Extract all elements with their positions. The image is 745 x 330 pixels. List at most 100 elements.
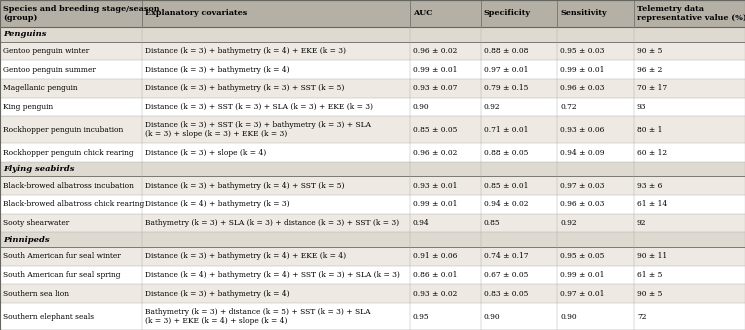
Text: Black-browed albatross chick rearing: Black-browed albatross chick rearing (3, 200, 145, 209)
Bar (0, 116, 745, 143)
Text: AUC: AUC (413, 10, 432, 17)
Text: 96 ± 2: 96 ± 2 (637, 66, 662, 74)
Text: Magellanic penguin: Magellanic penguin (3, 84, 77, 92)
Text: Gentoo penguin winter: Gentoo penguin winter (3, 47, 89, 55)
Text: 0.90: 0.90 (560, 313, 577, 320)
Text: 90 ± 5: 90 ± 5 (637, 290, 662, 298)
Text: 0.94 ± 0.02: 0.94 ± 0.02 (484, 200, 528, 209)
Text: 0.85: 0.85 (484, 219, 500, 227)
Text: 0.99 ± 0.01: 0.99 ± 0.01 (560, 271, 605, 279)
Text: 0.88 ± 0.08: 0.88 ± 0.08 (484, 47, 528, 55)
Bar (0, 42, 745, 60)
Text: 60 ± 12: 60 ± 12 (637, 148, 667, 156)
Text: 0.90: 0.90 (413, 103, 429, 111)
Text: 0.99 ± 0.01: 0.99 ± 0.01 (413, 200, 457, 209)
Text: Distance (k = 3) + bathymetry (k = 3) + SST (k = 5): Distance (k = 3) + bathymetry (k = 3) + … (145, 84, 344, 92)
Text: 0.94 ± 0.09: 0.94 ± 0.09 (560, 148, 605, 156)
Bar (0, 177, 745, 195)
Text: 0.95 ± 0.05: 0.95 ± 0.05 (560, 252, 605, 260)
Text: 72: 72 (637, 313, 647, 320)
Text: Flying seabirds: Flying seabirds (3, 165, 74, 173)
Text: Bathymetry (k = 3) + SLA (k = 3) + distance (k = 3) + SST (k = 3): Bathymetry (k = 3) + SLA (k = 3) + dista… (145, 219, 399, 227)
Text: South American fur seal winter: South American fur seal winter (3, 252, 121, 260)
Text: 0.67 ± 0.05: 0.67 ± 0.05 (484, 271, 528, 279)
Text: Distance (k = 3) + bathymetry (k = 4) + EKE (k = 3): Distance (k = 3) + bathymetry (k = 4) + … (145, 47, 346, 55)
Text: 0.72: 0.72 (560, 103, 577, 111)
Text: 0.93 ± 0.02: 0.93 ± 0.02 (413, 290, 457, 298)
Text: 0.96 ± 0.02: 0.96 ± 0.02 (413, 47, 457, 55)
Text: Distance (k = 3) + bathymetry (k = 4): Distance (k = 3) + bathymetry (k = 4) (145, 66, 289, 74)
Text: 0.88 ± 0.05: 0.88 ± 0.05 (484, 148, 528, 156)
Text: Distance (k = 3) + bathymetry (k = 4) + EKE (k = 4): Distance (k = 3) + bathymetry (k = 4) + … (145, 252, 346, 260)
Text: Pinnipeds: Pinnipeds (3, 236, 50, 244)
Text: 93 ± 6: 93 ± 6 (637, 182, 662, 190)
Text: Distance (k = 3) + bathymetry (k = 4): Distance (k = 3) + bathymetry (k = 4) (145, 290, 289, 298)
Text: Distance (k = 4) + bathymetry (k = 4) + SST (k = 3) + SLA (k = 3): Distance (k = 4) + bathymetry (k = 4) + … (145, 271, 399, 279)
Text: Gentoo penguin summer: Gentoo penguin summer (3, 66, 96, 74)
Text: 61 ± 14: 61 ± 14 (637, 200, 668, 209)
Bar (0, 143, 745, 162)
Bar (0, 284, 745, 303)
Text: 0.93 ± 0.06: 0.93 ± 0.06 (560, 126, 605, 134)
Text: 0.71 ± 0.01: 0.71 ± 0.01 (484, 126, 528, 134)
Text: 0.97 ± 0.03: 0.97 ± 0.03 (560, 182, 605, 190)
Text: Distance (k = 3) + slope (k = 4): Distance (k = 3) + slope (k = 4) (145, 148, 266, 156)
Text: 90 ± 11: 90 ± 11 (637, 252, 667, 260)
Bar (0, 303, 745, 330)
Text: 0.93 ± 0.01: 0.93 ± 0.01 (413, 182, 457, 190)
Text: Southern elephant seals: Southern elephant seals (3, 313, 94, 320)
Text: 0.96 ± 0.03: 0.96 ± 0.03 (560, 200, 605, 209)
Text: Sooty shearwater: Sooty shearwater (3, 219, 69, 227)
Text: 93: 93 (637, 103, 647, 111)
Text: 0.97 ± 0.01: 0.97 ± 0.01 (484, 66, 528, 74)
Text: 0.93 ± 0.07: 0.93 ± 0.07 (413, 84, 457, 92)
Text: 61 ± 5: 61 ± 5 (637, 271, 662, 279)
Text: 0.99 ± 0.01: 0.99 ± 0.01 (560, 66, 605, 74)
Text: 0.74 ± 0.17: 0.74 ± 0.17 (484, 252, 528, 260)
Text: 0.96 ± 0.03: 0.96 ± 0.03 (560, 84, 605, 92)
Text: 0.86 ± 0.01: 0.86 ± 0.01 (413, 271, 457, 279)
Bar (0, 266, 745, 284)
Text: Telemetry data
representative value (%): Telemetry data representative value (%) (637, 5, 745, 22)
Bar (0, 98, 745, 116)
Text: Southern sea lion: Southern sea lion (3, 290, 69, 298)
Text: 0.85 ± 0.01: 0.85 ± 0.01 (484, 182, 528, 190)
Text: 90 ± 5: 90 ± 5 (637, 47, 662, 55)
Text: 0.95 ± 0.03: 0.95 ± 0.03 (560, 47, 605, 55)
Text: 80 ± 1: 80 ± 1 (637, 126, 662, 134)
Text: 70 ± 17: 70 ± 17 (637, 84, 667, 92)
Text: Distance (k = 3) + SST (k = 3) + SLA (k = 3) + EKE (k = 3): Distance (k = 3) + SST (k = 3) + SLA (k … (145, 103, 372, 111)
Bar (0, 195, 745, 214)
Text: South American fur seal spring: South American fur seal spring (3, 271, 121, 279)
Text: 0.92: 0.92 (484, 103, 500, 111)
Bar (0, 247, 745, 266)
Text: 0.91 ± 0.06: 0.91 ± 0.06 (413, 252, 457, 260)
Text: King penguin: King penguin (3, 103, 53, 111)
Text: Distance (k = 4) + bathymetry (k = 3): Distance (k = 4) + bathymetry (k = 3) (145, 200, 289, 209)
Text: 92: 92 (637, 219, 647, 227)
Text: Rockhopper penguin chick rearing: Rockhopper penguin chick rearing (3, 148, 133, 156)
Bar (0, 162, 745, 177)
Text: 0.95: 0.95 (413, 313, 429, 320)
Text: Species and breeding stage/season
(group): Species and breeding stage/season (group… (3, 5, 159, 22)
Text: 0.97 ± 0.01: 0.97 ± 0.01 (560, 290, 605, 298)
Text: Distance (k = 3) + bathymetry (k = 4) + SST (k = 5): Distance (k = 3) + bathymetry (k = 4) + … (145, 182, 344, 190)
Text: Bathymetry (k = 3) + distance (k = 5) + SST (k = 3) + SLA
(k = 3) + EKE (k = 4) : Bathymetry (k = 3) + distance (k = 5) + … (145, 308, 370, 325)
Text: Sensitivity: Sensitivity (560, 10, 607, 17)
Text: Distance (k = 3) + SST (k = 3) + bathymetry (k = 3) + SLA
(k = 3) + slope (k = 3: Distance (k = 3) + SST (k = 3) + bathyme… (145, 121, 370, 138)
Text: Explanatory covariates: Explanatory covariates (145, 10, 247, 17)
Bar (0, 214, 745, 232)
Bar (0, 79, 745, 98)
Text: Specificity: Specificity (484, 10, 530, 17)
Text: Black-browed albatross incubation: Black-browed albatross incubation (3, 182, 134, 190)
Text: 0.99 ± 0.01: 0.99 ± 0.01 (413, 66, 457, 74)
Text: 0.90: 0.90 (484, 313, 500, 320)
Text: 0.85 ± 0.05: 0.85 ± 0.05 (413, 126, 457, 134)
Text: Rockhopper penguin incubation: Rockhopper penguin incubation (3, 126, 123, 134)
Bar (0, 60, 745, 79)
Text: 0.94: 0.94 (413, 219, 429, 227)
Text: Penguins: Penguins (3, 30, 46, 38)
Text: 0.96 ± 0.02: 0.96 ± 0.02 (413, 148, 457, 156)
Bar (0, 27, 745, 42)
Bar (0, 0, 745, 27)
